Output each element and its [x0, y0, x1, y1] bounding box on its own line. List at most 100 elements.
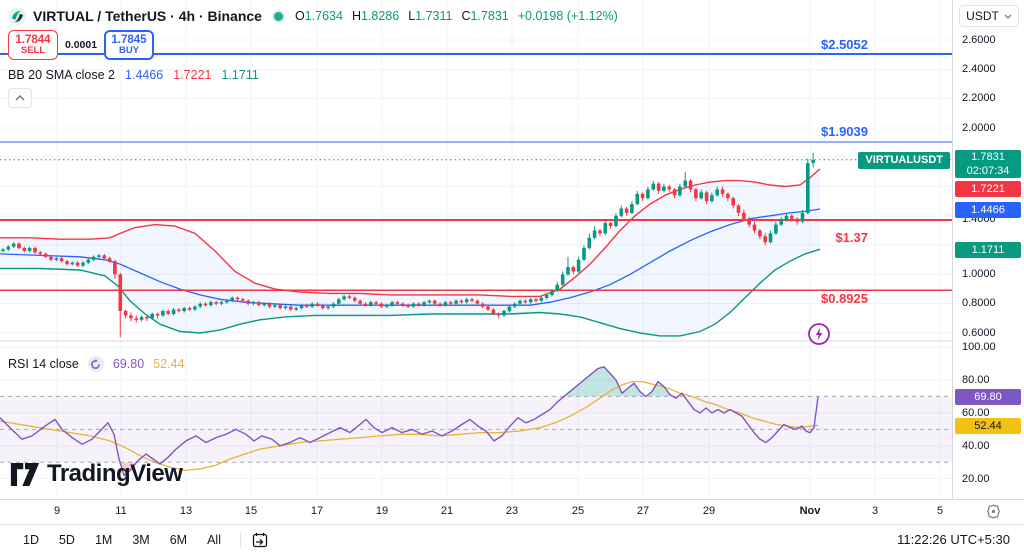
low-value: 1.7311 — [415, 9, 453, 23]
price-badge: 52.44 — [955, 418, 1021, 434]
lightning-bolt-icon — [808, 323, 830, 345]
sell-price: 1.7844 — [15, 33, 51, 46]
time-axis[interactable]: 9 11 13 15 17 19 21 23 25 27 29 Nov 3 5 — [0, 499, 1024, 524]
ohlc-values: O1.7634 H1.8286 L1.7311 C1.7831 +0.0198 … — [295, 9, 618, 23]
range-button-6m[interactable]: 6M — [169, 532, 188, 547]
price-tick: 2.2000 — [962, 92, 996, 104]
range-button-3m[interactable]: 3M — [132, 532, 150, 547]
currency-dropdown[interactable]: USDT — [959, 5, 1019, 27]
price-tick: 80.00 — [962, 374, 990, 386]
chart-header: VIRTUAL / TetherUS · 4h · Binance O1.763… — [8, 5, 618, 27]
virtual-coin-logo — [8, 7, 27, 25]
badge-line: 1.7831 — [971, 151, 1005, 163]
price-tick: 2.4000 — [962, 63, 996, 75]
tradingview-logo — [10, 462, 40, 486]
collapse-pane-button[interactable] — [8, 88, 32, 108]
bollinger-title: BB 20 SMA close 2 — [8, 68, 116, 82]
price-tick: 100.00 — [962, 341, 996, 353]
change-value: +0.0198 (+1.12%) — [517, 9, 618, 23]
market-status-dot — [273, 11, 283, 21]
toolbar-divider — [240, 531, 241, 548]
rsi-value: 69.80 — [112, 357, 145, 371]
refresh-icon[interactable] — [87, 356, 104, 372]
sell-label: SELL — [20, 45, 46, 57]
low-label: L — [408, 9, 416, 23]
range-button-1m[interactable]: 1M — [94, 532, 113, 547]
time-tick: 19 — [375, 505, 389, 517]
time-tick: 23 — [505, 505, 519, 517]
badge-line: 1.1711 — [971, 244, 1005, 256]
close-value: 1.7831 — [470, 9, 509, 23]
time-tick: 13 — [179, 505, 193, 517]
price-tick: 60.00 — [962, 407, 990, 419]
badge-line: 69.80 — [974, 391, 1002, 403]
price-tick: 1.0000 — [962, 268, 996, 280]
open-label: O — [294, 9, 305, 23]
circular-arrows-icon — [91, 358, 101, 369]
trade-panel: 1.7844 SELL 0.0001 1.7845 BUY — [8, 30, 154, 60]
calendar-icon — [252, 532, 268, 547]
close-label: C — [461, 9, 471, 23]
time-tick: 15 — [244, 505, 258, 517]
price-tick: 40.00 — [962, 440, 990, 452]
price-badge: 1.7831 02:07:34 — [955, 150, 1021, 178]
time-tick: 25 — [571, 505, 585, 517]
high-value: 1.8286 — [360, 9, 400, 23]
price-badge: 1.7221 — [955, 181, 1021, 197]
range-button-5d[interactable]: 5D — [58, 532, 75, 547]
price-badge: 69.80 — [955, 389, 1021, 405]
go-to-date-button[interactable] — [251, 531, 269, 549]
range-buttons: 1D 5D 1M 3M 6M All — [14, 530, 230, 550]
bollinger-legend[interactable]: BB 20 SMA close 2 1.4466 1.7221 1.1711 — [8, 68, 259, 82]
price-axis[interactable]: USDT 2.6000 2.4000 2.2000 2.0000 1.4000 1.000… — [952, 0, 1024, 499]
buy-button[interactable]: 1.7845 BUY — [104, 30, 154, 60]
gear-icon[interactable] — [985, 503, 1002, 525]
time-tick: 5 — [936, 505, 944, 517]
sell-button[interactable]: 1.7844 SELL — [8, 30, 58, 60]
badge-line: 1.7221 — [971, 183, 1005, 195]
badge-line: 1.4466 — [971, 204, 1005, 216]
symbol-tag: VIRTUALUSDT — [858, 152, 950, 169]
bollinger-lower-value: 1.1711 — [221, 68, 259, 82]
bottom-toolbar: 1D 5D 1M 3M 6M All 11:22:26 UTC+5:30 — [0, 524, 1024, 554]
symbol-title[interactable]: VIRTUAL / TetherUS · 4h · Binance — [33, 8, 262, 24]
buy-label: BUY — [118, 45, 140, 57]
badge-line: 02:07:34 — [966, 165, 1010, 177]
time-tick: 11 — [115, 505, 127, 517]
time-tick: 29 — [702, 505, 716, 517]
price-tick: 0.6000 — [962, 327, 996, 339]
price-badge: 1.4466 — [955, 202, 1021, 218]
price-tick: 0.8000 — [962, 297, 996, 309]
time-tick: 3 — [871, 505, 879, 517]
settings-gear-icon — [987, 504, 1000, 519]
bollinger-basis-value: 1.4466 — [125, 68, 164, 82]
time-tick: Nov — [799, 505, 821, 517]
buy-price: 1.7845 — [111, 33, 147, 46]
currency-label: USDT — [966, 9, 999, 23]
price-tick: 2.0000 — [962, 122, 996, 134]
time-tick: 27 — [636, 505, 650, 517]
price-tick: 2.6000 — [962, 34, 996, 46]
caret-down-icon — [1004, 14, 1012, 19]
bollinger-upper-value: 1.7221 — [173, 68, 212, 82]
chevron-up-icon — [15, 95, 25, 101]
rsi-legend[interactable]: RSI 14 close 69.80 52.44 — [8, 356, 184, 372]
lightning-icon[interactable] — [807, 322, 831, 346]
high-label: H — [351, 9, 361, 23]
range-button-all[interactable]: All — [207, 532, 221, 547]
price-tick: 20.00 — [962, 473, 990, 485]
time-tick: 21 — [440, 505, 454, 517]
badge-line: 52.44 — [974, 420, 1002, 432]
range-button-1d[interactable]: 1D — [23, 532, 39, 547]
open-value: 1.7634 — [304, 9, 343, 23]
tradingview-watermark[interactable]: TradingView — [10, 460, 183, 488]
price-chart[interactable] — [0, 0, 952, 499]
price-badge: 1.1711 — [955, 242, 1021, 258]
time-tick: 17 — [310, 505, 324, 517]
spread-value: 0.0001 — [64, 39, 98, 51]
watermark-text: TradingView — [47, 460, 183, 487]
rsi-title: RSI 14 close — [8, 357, 79, 371]
clock[interactable]: 11:22:26 UTC+5:30 — [897, 532, 1010, 547]
time-tick: 9 — [53, 505, 61, 517]
